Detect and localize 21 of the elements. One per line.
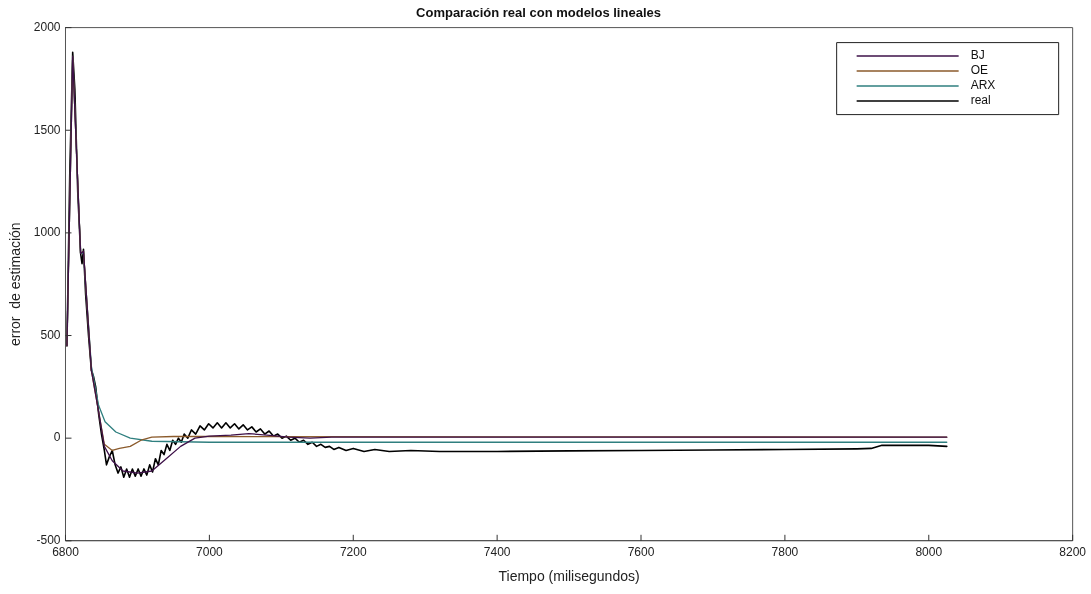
text: ARX (970, 78, 996, 93)
x-tick-label: 7400 (483, 545, 511, 560)
x-tick-label: 7200 (339, 545, 367, 560)
y-tick-label: 1500 (33, 122, 61, 137)
x-axis-title: Tiempo (milisegundos) (498, 568, 640, 585)
text: real (970, 93, 991, 108)
x-tick-label: 8200 (1059, 545, 1087, 560)
y-tick-label: 0 (53, 430, 61, 445)
x-tick-label: 8000 (915, 545, 943, 560)
text: BJ (970, 48, 985, 63)
y-tick-label: -500 (36, 533, 61, 548)
chart-title: Comparación real con modelos lineales (416, 5, 661, 21)
y-tick-label: 1000 (33, 225, 61, 240)
y-tick-label: 500 (40, 327, 61, 342)
x-tick-label: 7600 (627, 545, 655, 560)
y-tick-label: 2000 (33, 19, 61, 34)
x-tick-label: 7800 (771, 545, 799, 560)
y-axis-title: error de estimación (7, 222, 24, 347)
x-tick-label: 6800 (52, 545, 80, 560)
x-tick-label: 7000 (196, 545, 224, 560)
text: OE (970, 63, 988, 78)
